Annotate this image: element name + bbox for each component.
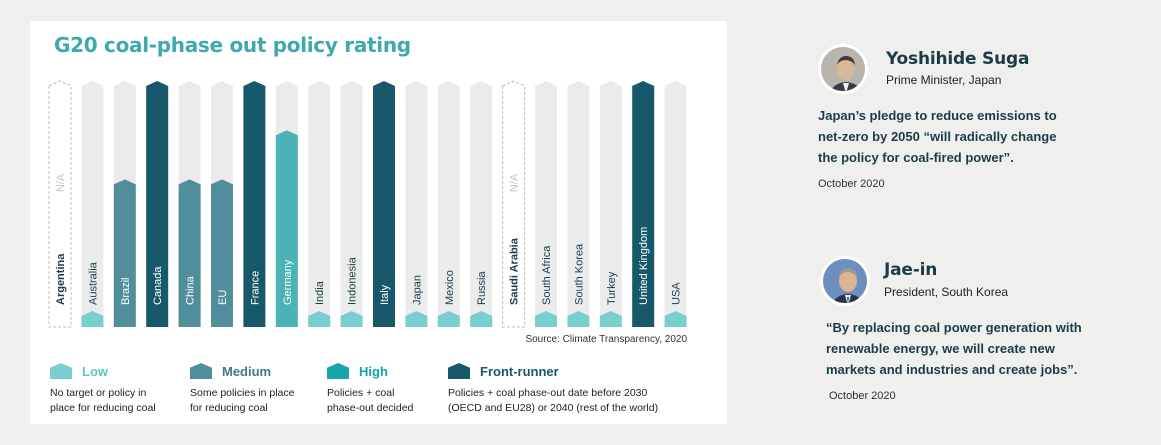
bar-south-africa: [535, 311, 557, 327]
category-label-indonesia: Indonesia: [347, 256, 359, 305]
bar-group-south-africa: South Africa: [535, 81, 557, 327]
legend-desc-frontrunner: Policies + coal phase-out date before 20…: [448, 387, 659, 414]
na-label: N/A: [55, 173, 67, 192]
bar-group-indonesia: Indonesia: [340, 81, 363, 327]
person-portrait-icon: [818, 44, 868, 94]
bar-brazil: [113, 179, 136, 327]
category-label-argentina: Argentina: [55, 253, 67, 305]
bar-russia: [470, 311, 493, 327]
chart-title: G20 coal-phase out policy rating: [54, 33, 411, 57]
category-label-saudi-arabia: Saudi Arabia: [509, 237, 521, 305]
bar-track-usa: [664, 81, 687, 327]
category-label-russia: Russia: [476, 270, 488, 305]
bar-track-india: [308, 81, 331, 327]
category-label-canada: Canada: [152, 266, 164, 305]
person-role: President, South Korea: [884, 285, 1009, 299]
legend-desc-high: Policies + coal phase-out decided: [327, 387, 414, 414]
bar-group-italy: Italy: [373, 81, 395, 327]
quote-text: Japan’s pledge to reduce emissions to ne…: [818, 108, 1057, 165]
legend-label-frontrunner: Front-runner: [480, 364, 559, 379]
chart-panel: G20 coal-phase out policy rating N/A Arge…: [30, 21, 727, 424]
bar-group-eu: EU: [211, 81, 233, 327]
bar-group-canada: Canada: [146, 81, 169, 327]
bar-track-russia: [470, 81, 493, 327]
bar-indonesia: [340, 311, 363, 327]
legend-swatch-medium: [190, 363, 212, 379]
category-label-china: China: [185, 275, 197, 305]
category-label-germany: Germany: [282, 259, 294, 305]
category-label-mexico: Mexico: [444, 270, 456, 305]
source-note: Source: Climate Transparency, 2020: [525, 334, 687, 345]
bar-group-china: China: [178, 81, 201, 327]
legend-swatch-low: [50, 363, 72, 379]
bar-eu: [211, 179, 233, 327]
category-label-usa: USA: [671, 282, 683, 305]
bar-united-kingdom: [632, 81, 655, 327]
bar-usa: [664, 311, 687, 327]
category-label-turkey: Turkey: [606, 271, 618, 305]
category-label-australia: Australia: [87, 261, 99, 305]
bar-track-indonesia: [340, 81, 363, 327]
legend-label-low: Low: [82, 364, 108, 379]
bar-group-france: France: [243, 81, 266, 327]
quote-text: “By replacing coal power generation with…: [826, 320, 1082, 377]
bar-track-south-korea: [567, 81, 590, 327]
bar-india: [308, 311, 331, 327]
legend-desc-medium: Some policies in place for reducing coal: [190, 387, 295, 414]
bar-group-brazil: Brazil: [113, 81, 136, 327]
bar-group-saudi-arabia: N/A Saudi Arabia: [502, 80, 526, 328]
bar-mexico: [437, 311, 460, 327]
bar-track-turkey: [599, 81, 622, 327]
legend-desc-low: No target or policy in place for reducin…: [50, 387, 156, 414]
category-label-brazil: Brazil: [120, 277, 132, 305]
legend-label-high: High: [359, 364, 388, 379]
legend-swatch-high: [327, 363, 349, 379]
bar-group-japan: Japan: [405, 81, 428, 327]
person-name: Yoshihide Suga: [886, 49, 1030, 69]
bar-japan: [405, 311, 428, 327]
quote-date: October 2020: [818, 178, 885, 190]
bar-italy: [373, 81, 395, 327]
bar-south-korea: [567, 311, 590, 327]
bar-group-mexico: Mexico: [437, 81, 460, 327]
bar-na-saudi-arabia: [502, 80, 526, 328]
bar-germany: [275, 130, 298, 327]
bar-chart: N/A Argentina Australia Brazil Canada China EU…: [48, 80, 687, 328]
bar-track-australia: [81, 81, 104, 327]
bar-track-japan: [405, 81, 428, 327]
bar-group-united-kingdom: United Kingdom: [632, 81, 655, 327]
quote-date: October 2020: [829, 390, 896, 402]
bar-group-germany: Germany: [275, 81, 298, 327]
category-label-japan: Japan: [411, 275, 423, 305]
category-label-india: India: [314, 280, 326, 305]
category-label-eu: EU: [217, 290, 229, 305]
bar-group-usa: USA: [664, 81, 687, 327]
person-portrait-icon: [820, 256, 870, 306]
bar-turkey: [599, 311, 622, 327]
bar-australia: [81, 311, 104, 327]
bar-group-south-korea: South Korea: [567, 81, 590, 327]
bar-france: [243, 81, 266, 327]
bar-group-turkey: Turkey: [599, 81, 622, 327]
legend-label-medium: Medium: [222, 364, 272, 379]
bar-group-australia: Australia: [81, 81, 104, 327]
category-label-france: France: [249, 271, 261, 305]
category-label-south-korea: South Korea: [573, 243, 585, 305]
category-label-united-kingdom: United Kingdom: [638, 227, 650, 305]
bar-group-india: India: [308, 81, 331, 327]
bar-track-mexico: [437, 81, 460, 327]
bar-na-argentina: [48, 80, 72, 328]
category-label-italy: Italy: [379, 284, 391, 305]
person-name: Jae-in: [884, 260, 938, 280]
bar-group-russia: Russia: [470, 81, 493, 327]
na-label: N/A: [509, 173, 521, 192]
bar-china: [178, 179, 201, 327]
person-role: Prime Minister, Japan: [886, 73, 1002, 87]
legend-swatch-frontrunner: [448, 363, 470, 379]
bar-group-argentina: N/A Argentina: [48, 80, 72, 328]
category-label-south-africa: South Africa: [541, 245, 553, 305]
bar-canada: [146, 81, 169, 327]
bar-track-south-africa: [535, 81, 557, 327]
